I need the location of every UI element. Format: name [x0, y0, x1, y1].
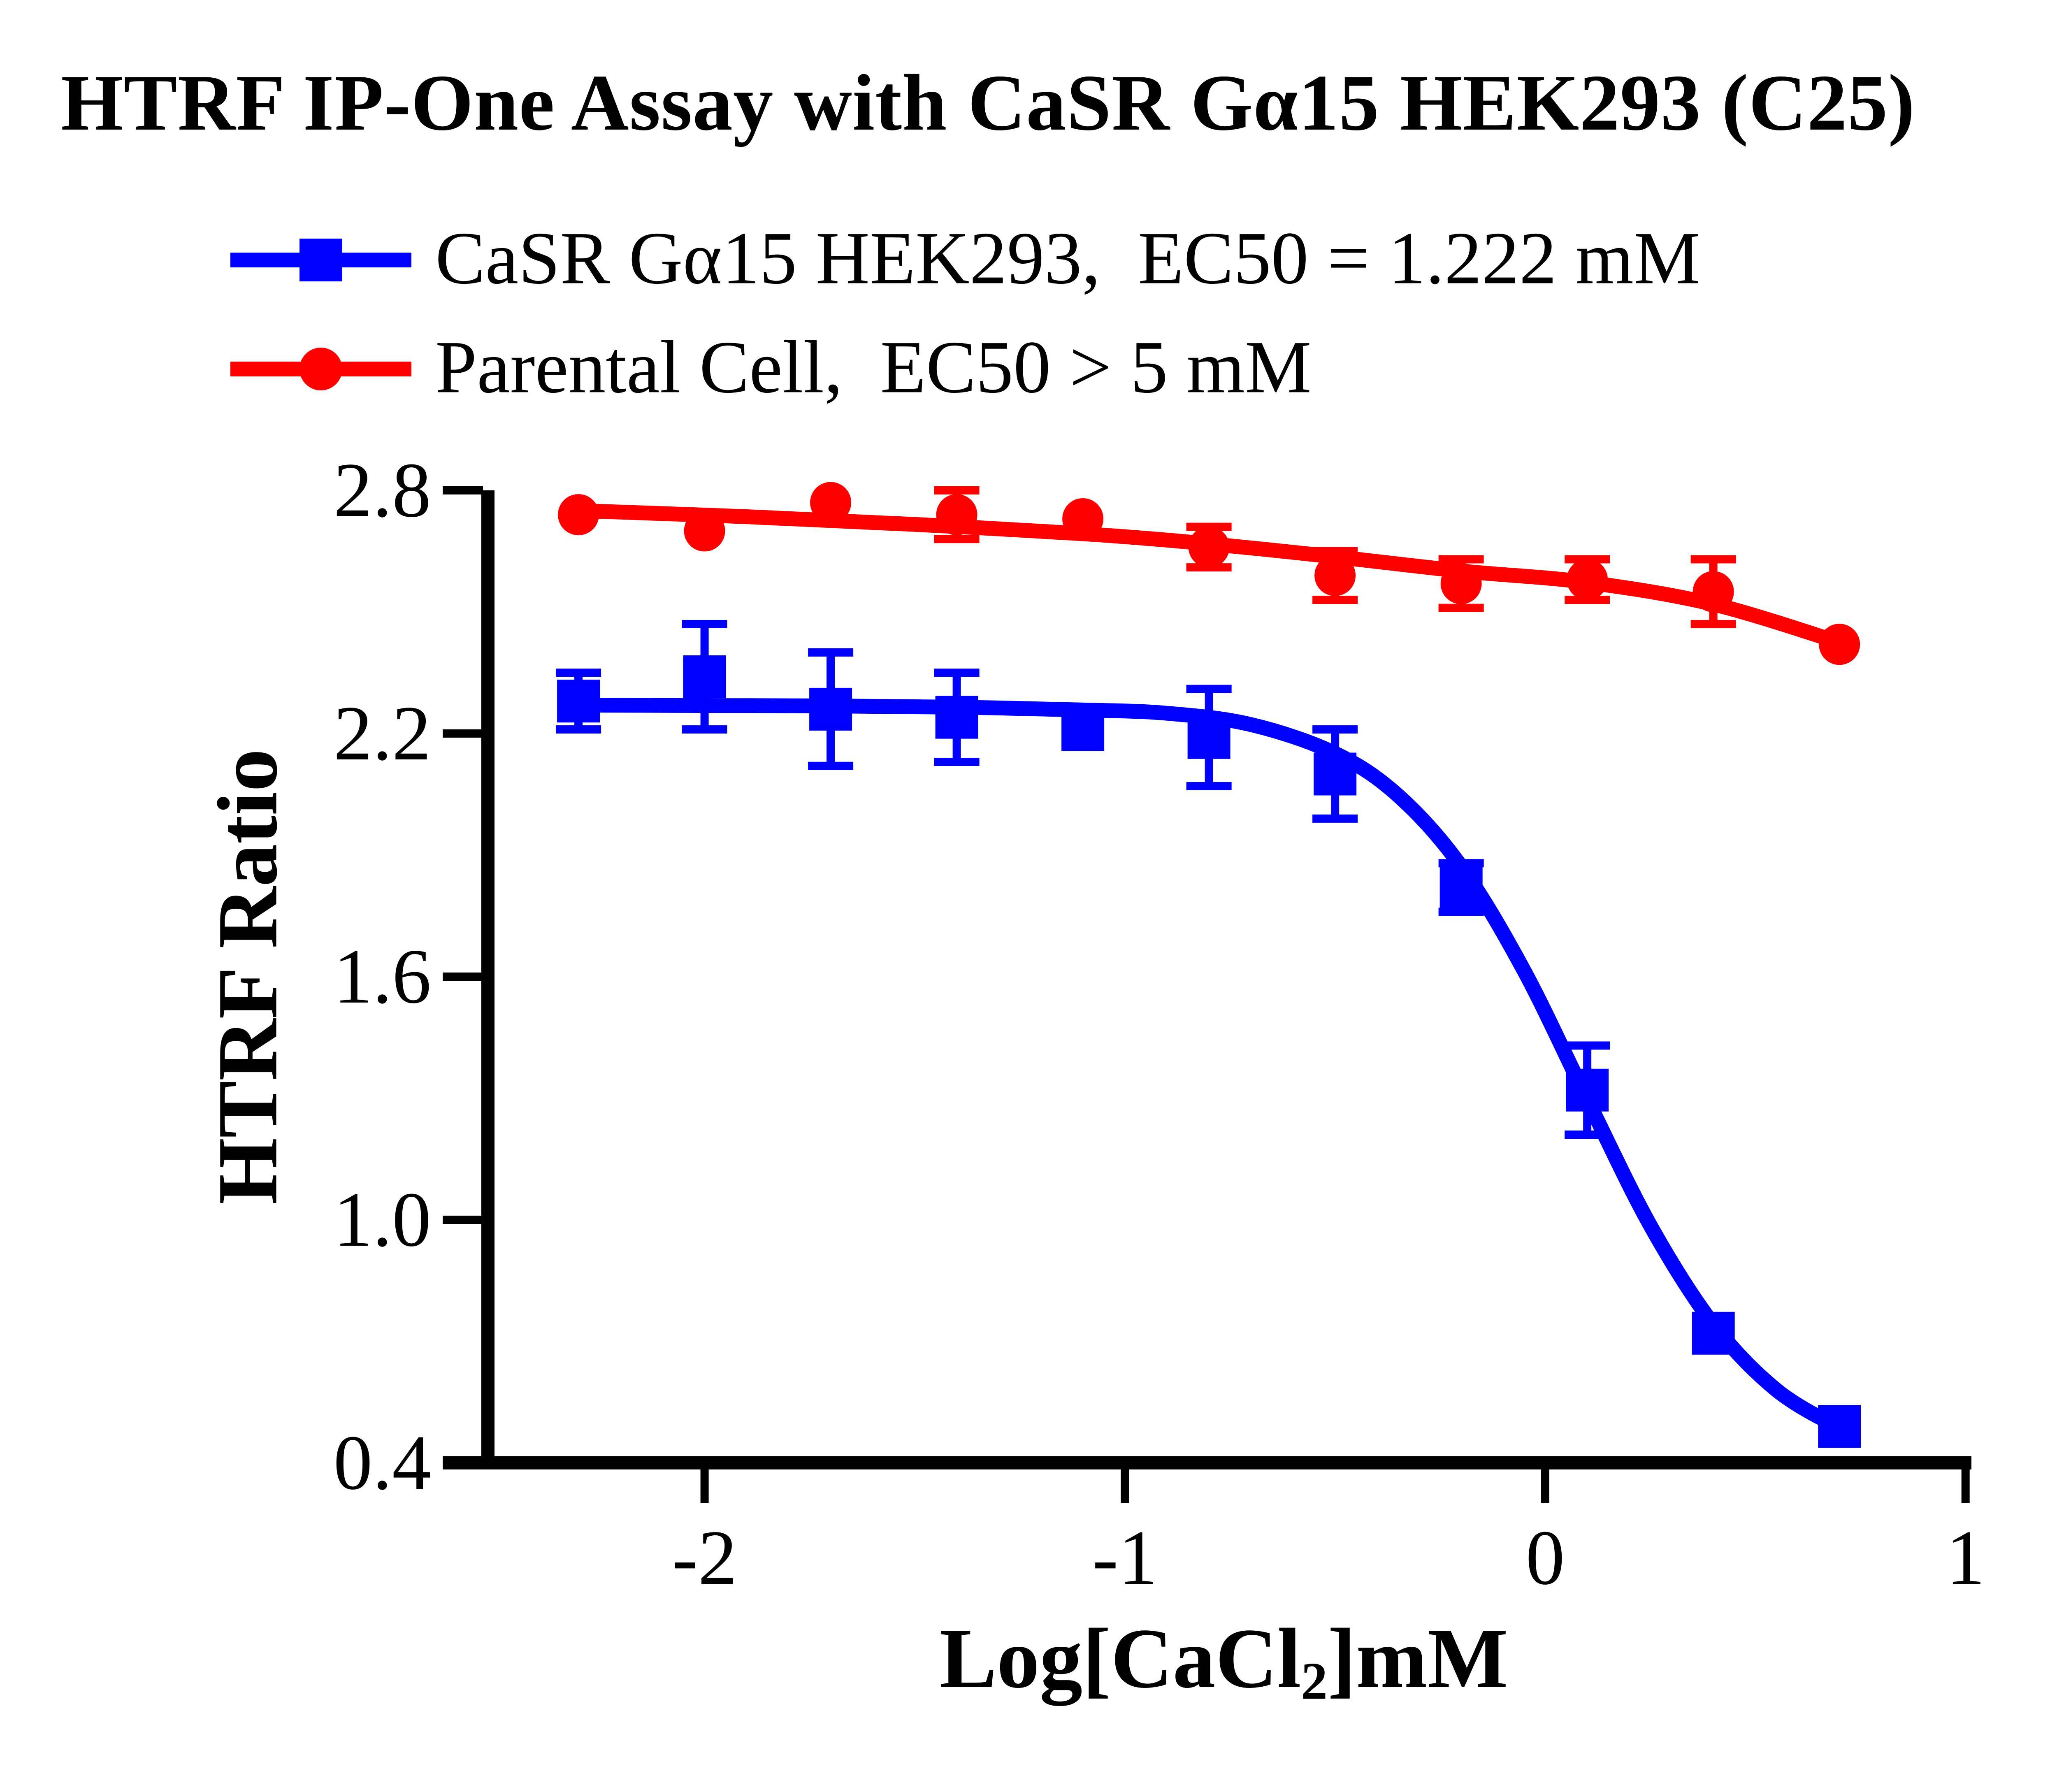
x-axis-label-subscript: 2 [1301, 1651, 1328, 1711]
series-square [556, 620, 1861, 1448]
data-point-circle [810, 482, 852, 523]
data-point-circle [1692, 571, 1734, 613]
data-point-square [809, 687, 852, 731]
x-axis-label-pre: Log[CaCl [940, 1611, 1301, 1706]
data-point-square [1314, 752, 1357, 796]
data-point-circle [1188, 526, 1230, 568]
data-point-circle [1062, 498, 1104, 539]
x-tick-label: -1 [1092, 1515, 1158, 1601]
x-tick-label: 1 [1946, 1515, 1985, 1601]
legend-label: Parental Cell, EC50 > 5 mM [435, 326, 1312, 409]
legend-circle-icon [299, 348, 342, 390]
data-point-circle [684, 510, 725, 552]
x-tick-label: -2 [672, 1515, 737, 1601]
data-point-circle [1314, 555, 1356, 596]
data-point-square [1692, 1312, 1735, 1355]
data-point-square [1187, 716, 1230, 759]
data-point-circle [1567, 559, 1608, 600]
legend-marker-square [230, 239, 411, 281]
fit-curve-circle [571, 503, 1847, 650]
data-point-circle [1440, 563, 1482, 604]
data-point-circle [936, 494, 977, 536]
x-axis-label-post: ]mM [1327, 1611, 1508, 1706]
data-point-square [1061, 708, 1105, 751]
y-tick-label: 2.2 [333, 690, 432, 777]
data-point-square [1566, 1068, 1609, 1112]
y-tick-label: 1.0 [333, 1177, 432, 1263]
y-tick-label: 2.8 [333, 447, 432, 534]
y-axis-label: HTRF Ratio [200, 749, 295, 1205]
data-point-circle [558, 494, 599, 536]
legend-square-icon [299, 239, 342, 281]
legend-marker-circle [230, 348, 411, 390]
x-axis-label: Log[CaCl2]mM [813, 1609, 1635, 1711]
data-point-square [557, 680, 600, 723]
legend-label: CaSR Gα15 HEK293, EC50 = 1.222 mM [435, 217, 1700, 300]
data-point-square [935, 696, 978, 739]
data-point-circle [1819, 624, 1860, 665]
y-tick-label: 1.6 [333, 933, 432, 1020]
data-point-square [1439, 866, 1483, 909]
y-tick-label: 0.4 [333, 1420, 432, 1506]
data-point-square [683, 655, 726, 699]
fit-curve-square [571, 698, 1860, 1441]
data-point-square [1818, 1405, 1861, 1448]
series-circle [558, 482, 1860, 665]
chart-title: HTRF IP-One Assay with CaSR Gα15 HEK293 … [61, 58, 1915, 147]
x-tick-label: 0 [1525, 1515, 1565, 1601]
